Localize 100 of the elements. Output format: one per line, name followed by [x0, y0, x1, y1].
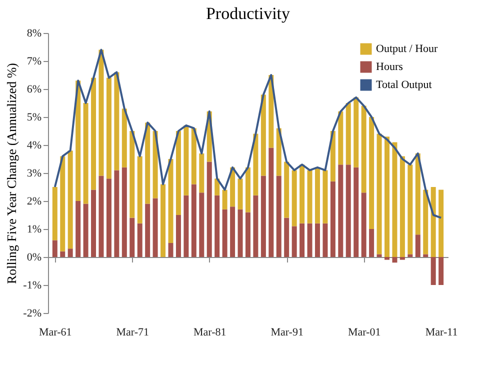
bar — [168, 159, 174, 243]
x-tick-label: Mar-91 — [270, 326, 304, 338]
bar — [423, 254, 428, 257]
bar — [300, 223, 305, 257]
bar — [253, 134, 258, 196]
y-tick-label: 1% — [26, 224, 42, 236]
legend-label: Total Output — [376, 79, 432, 91]
y-tick-label: 5% — [26, 112, 42, 124]
bar — [415, 234, 420, 257]
bar — [176, 215, 181, 257]
y-tick-label: 7% — [26, 56, 42, 68]
bar — [114, 170, 120, 257]
bar — [307, 170, 312, 224]
bar — [238, 178, 243, 210]
y-tick-label: -2% — [23, 308, 42, 320]
bar — [83, 204, 88, 257]
bar — [400, 257, 405, 260]
bar — [68, 150, 73, 249]
bar — [145, 122, 150, 204]
bar — [338, 164, 344, 257]
y-axis-title: Rolling Five Year Change (Annualized %) — [4, 63, 20, 284]
y-tick-label: 2% — [26, 196, 42, 208]
bar — [430, 257, 436, 285]
bar — [106, 178, 112, 257]
bar — [268, 148, 274, 257]
bar — [238, 209, 243, 257]
bar — [292, 170, 297, 226]
bar — [60, 156, 66, 252]
bar — [199, 153, 204, 193]
bar — [384, 257, 390, 260]
bar — [76, 80, 81, 201]
bar — [130, 218, 135, 257]
bar — [322, 223, 328, 257]
bar — [330, 181, 336, 257]
bar — [384, 136, 390, 257]
bar — [52, 240, 58, 257]
legend-label: Output / Hour — [376, 43, 438, 55]
chart-title: Productivity — [206, 4, 291, 23]
bar — [230, 206, 236, 257]
legend-label: Hours — [376, 61, 403, 73]
y-tick-label: 8% — [26, 28, 42, 40]
bar — [338, 111, 344, 165]
bar — [284, 218, 290, 257]
bar — [423, 190, 428, 254]
bar — [245, 212, 250, 257]
bar — [91, 190, 96, 257]
bar — [152, 198, 158, 257]
bar — [130, 131, 135, 218]
bar — [276, 128, 282, 176]
bar — [415, 153, 420, 235]
bar — [292, 226, 297, 257]
bar — [354, 97, 359, 168]
bar — [60, 251, 66, 257]
bar — [214, 195, 220, 257]
y-tick-label: 3% — [26, 168, 42, 180]
bar — [369, 229, 374, 257]
bar — [392, 142, 398, 257]
bar — [392, 257, 398, 263]
bar — [245, 167, 250, 212]
bar — [314, 167, 320, 224]
bar — [361, 192, 366, 257]
bar — [222, 209, 228, 257]
y-tick-label: -1% — [23, 280, 42, 292]
bar — [98, 50, 104, 176]
bar — [322, 170, 328, 224]
bar — [68, 248, 73, 257]
bar — [176, 131, 181, 215]
bar — [346, 103, 351, 165]
y-tick-label: 0% — [26, 252, 42, 264]
bar — [300, 164, 305, 224]
bar — [91, 78, 96, 190]
y-tick-label: 4% — [26, 140, 42, 152]
bar — [346, 164, 351, 257]
bar — [438, 190, 444, 257]
bar — [400, 156, 405, 257]
bar — [184, 195, 189, 257]
bar — [83, 103, 88, 204]
bar — [260, 94, 266, 176]
bar — [314, 223, 320, 257]
bar — [438, 257, 444, 285]
bar — [222, 190, 228, 210]
bar — [52, 187, 58, 240]
bar — [122, 108, 127, 168]
bar — [284, 162, 290, 218]
bar — [98, 176, 104, 257]
x-tick-label: Mar-01 — [348, 326, 381, 338]
bar — [137, 156, 142, 224]
bar — [408, 254, 413, 257]
bar — [307, 223, 312, 257]
bar — [184, 125, 189, 196]
bar — [206, 162, 212, 257]
bar — [76, 201, 81, 257]
bar — [276, 176, 282, 257]
bar — [376, 254, 382, 257]
x-tick-label: Mar-61 — [39, 326, 72, 338]
x-tick-label: Mar-11 — [425, 326, 458, 338]
bar — [253, 195, 258, 257]
bar — [408, 164, 413, 254]
bar — [122, 167, 127, 257]
bar — [145, 204, 150, 257]
